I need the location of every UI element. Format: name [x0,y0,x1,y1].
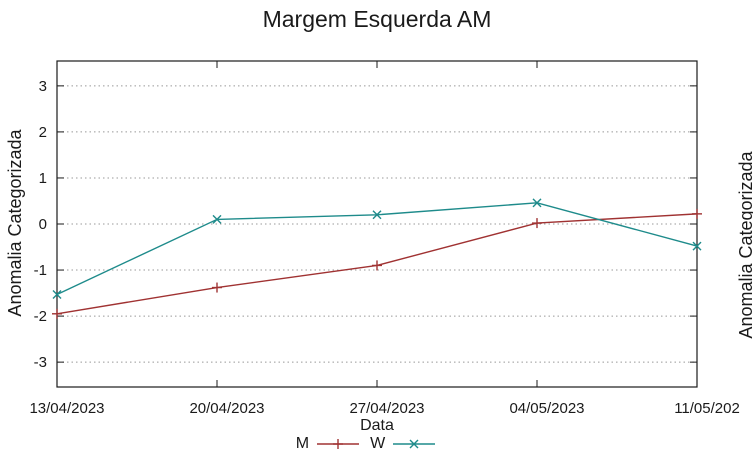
y-tick-label: 0 [39,216,47,233]
series-w-line [56,202,698,296]
legend-label: M [295,435,310,452]
legend-sample-w [393,439,436,449]
legend-sample-m [317,439,360,449]
y-tick-label: -1 [34,262,47,279]
x-tick-label: 20/04/2023 [189,400,264,417]
y-tick-label: 1 [39,170,47,187]
x-tick-label: 27/04/2023 [349,400,424,417]
legend-item-w: W [370,435,446,453]
x-tick-label: 04/05/2023 [509,400,584,417]
legend-item-m: M [296,435,370,453]
series-w-marker [532,198,542,208]
x-axis-label: Data [360,417,394,434]
x-tick-label: 11/05/202 [674,400,740,417]
legend-label: W [370,435,386,452]
y-tick-label: 3 [39,78,47,95]
plot-border [56,60,698,388]
series-w-marker [52,289,62,299]
series-w-marker [692,241,702,251]
series-w-marker [372,210,382,220]
y-tick-label: -3 [34,354,47,371]
y-tick-label: 2 [39,124,47,141]
x-tick-label: 13/04/2023 [29,400,104,417]
y-tick-label: -2 [34,308,47,325]
series-w-marker [212,214,222,224]
chart-title: Margem Esquerda AM [262,6,492,32]
